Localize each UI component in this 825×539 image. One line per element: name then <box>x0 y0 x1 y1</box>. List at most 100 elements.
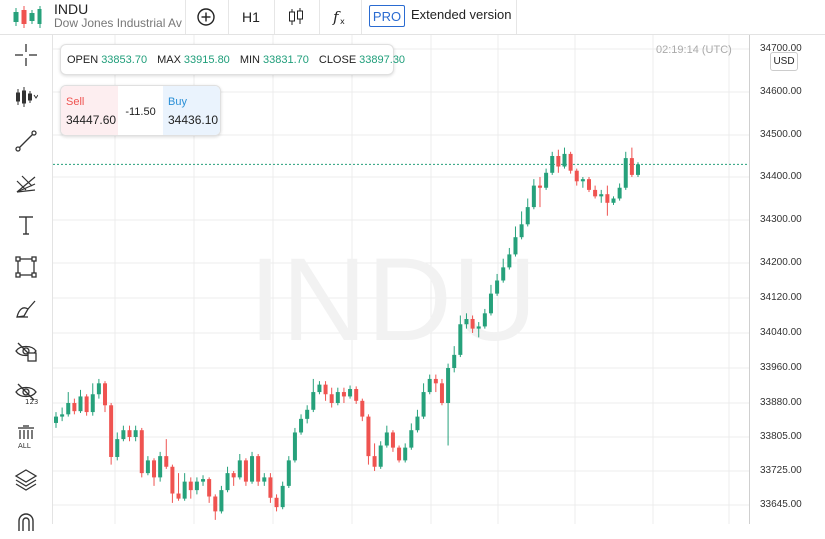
candle <box>611 196 616 205</box>
extended-version-link[interactable]: Extended version <box>411 7 512 22</box>
candle-style-icon <box>16 87 38 107</box>
candle <box>274 494 279 512</box>
spread-value: -11.50 <box>125 105 156 118</box>
candle <box>348 385 353 399</box>
price-tick-label: 34300.00 <box>760 214 802 225</box>
candle-body <box>280 485 285 508</box>
chart-type-button[interactable] <box>275 0 317 34</box>
candle-body <box>513 237 518 255</box>
candle-style-tool[interactable] <box>6 79 46 115</box>
candle-body <box>243 460 248 482</box>
candle-body <box>476 326 481 329</box>
hide-indicators-tool[interactable]: 123 <box>6 375 46 411</box>
candle-body <box>139 430 144 474</box>
candle <box>103 381 108 413</box>
candle <box>139 427 144 478</box>
timeframe-button[interactable]: H1 <box>242 9 260 25</box>
brush-tool[interactable] <box>6 291 46 327</box>
open-label: OPEN <box>67 53 99 66</box>
crosshair-tool[interactable] <box>6 37 46 73</box>
candle-body <box>525 207 530 225</box>
candle-body <box>599 194 604 197</box>
candle-body <box>176 493 181 499</box>
candle <box>513 226 518 257</box>
candle-body <box>158 456 163 478</box>
candle-body <box>360 400 365 417</box>
candle <box>109 403 114 465</box>
candle-body <box>182 481 187 499</box>
candle-body <box>636 164 640 175</box>
candle-body <box>121 430 126 440</box>
svg-text:x: x <box>340 17 345 26</box>
candle <box>519 211 524 240</box>
hide-drawings-icon <box>15 342 37 362</box>
candle-body <box>354 389 359 401</box>
candle-body <box>403 447 408 461</box>
fib-fan-tool[interactable] <box>6 165 46 201</box>
text-tool[interactable] <box>6 207 46 243</box>
candle-body <box>305 409 310 419</box>
candle-body <box>372 456 377 467</box>
symbol-description[interactable]: Dow Jones Industrial Ave <box>54 16 182 30</box>
add-symbol-button[interactable] <box>186 0 226 34</box>
candle-body <box>317 384 322 393</box>
layers-icon <box>14 469 38 491</box>
candle <box>96 378 101 399</box>
sell-label: Sell <box>66 96 85 108</box>
candle <box>311 378 316 413</box>
currency-badge[interactable]: USD <box>770 52 798 71</box>
candle-body <box>145 460 150 474</box>
candle <box>372 443 377 471</box>
symbol-name[interactable]: INDU <box>54 1 89 17</box>
trend-line-tool[interactable] <box>6 123 46 159</box>
candle <box>415 409 420 433</box>
candle <box>182 473 187 501</box>
candle-body <box>562 153 567 167</box>
buy-button[interactable]: Buy 34436.10 <box>163 86 220 135</box>
candle <box>164 439 169 469</box>
candle <box>458 315 463 358</box>
candle <box>188 477 193 499</box>
magnet-tool[interactable] <box>6 503 46 539</box>
candle <box>213 494 218 520</box>
price-tick-label: 33960.00 <box>760 362 802 373</box>
candle <box>476 322 481 338</box>
price-chart[interactable]: INDU <box>53 35 749 524</box>
candle-body <box>550 156 555 173</box>
candle-body <box>482 313 487 327</box>
candle-body <box>311 392 316 410</box>
candle <box>60 407 65 422</box>
candle <box>127 425 132 442</box>
candle <box>170 464 175 503</box>
close-label: CLOSE <box>318 53 357 66</box>
close-value: 33897.30 <box>359 53 406 66</box>
candle-body <box>115 439 120 457</box>
delete-all-icon: ALL <box>18 425 34 450</box>
sell-button[interactable]: Sell 34447.60 <box>61 86 118 135</box>
candle-body <box>623 158 628 188</box>
ohlc-legend: OPEN 33853.70 MAX 33915.80 MIN 33831.70 … <box>60 44 405 75</box>
candle <box>152 458 157 486</box>
toolbar-divider <box>228 0 229 34</box>
price-tick-label: 34120.00 <box>760 292 802 303</box>
buy-label: Buy <box>168 96 187 108</box>
candle-body <box>329 394 334 403</box>
candle <box>378 441 383 469</box>
hide-indicators-icon: 123 <box>15 383 38 405</box>
candle <box>121 425 126 442</box>
candle <box>531 179 536 210</box>
price-axis[interactable]: 34700.00 34600.00 34500.00 34400.00 34300.00… <box>749 35 825 524</box>
candlestick-logo-icon <box>13 6 42 28</box>
rectangle-tool[interactable] <box>6 249 46 285</box>
candle-body <box>446 368 451 403</box>
min-value: 33831.70 <box>262 53 309 66</box>
candle <box>115 432 120 461</box>
layers-tool[interactable] <box>6 461 46 497</box>
pro-badge[interactable]: PRO <box>369 5 405 27</box>
toolbar-divider <box>319 0 320 34</box>
delete-all-tool[interactable]: ALL <box>6 419 46 455</box>
hide-drawings-tool[interactable] <box>6 333 46 369</box>
